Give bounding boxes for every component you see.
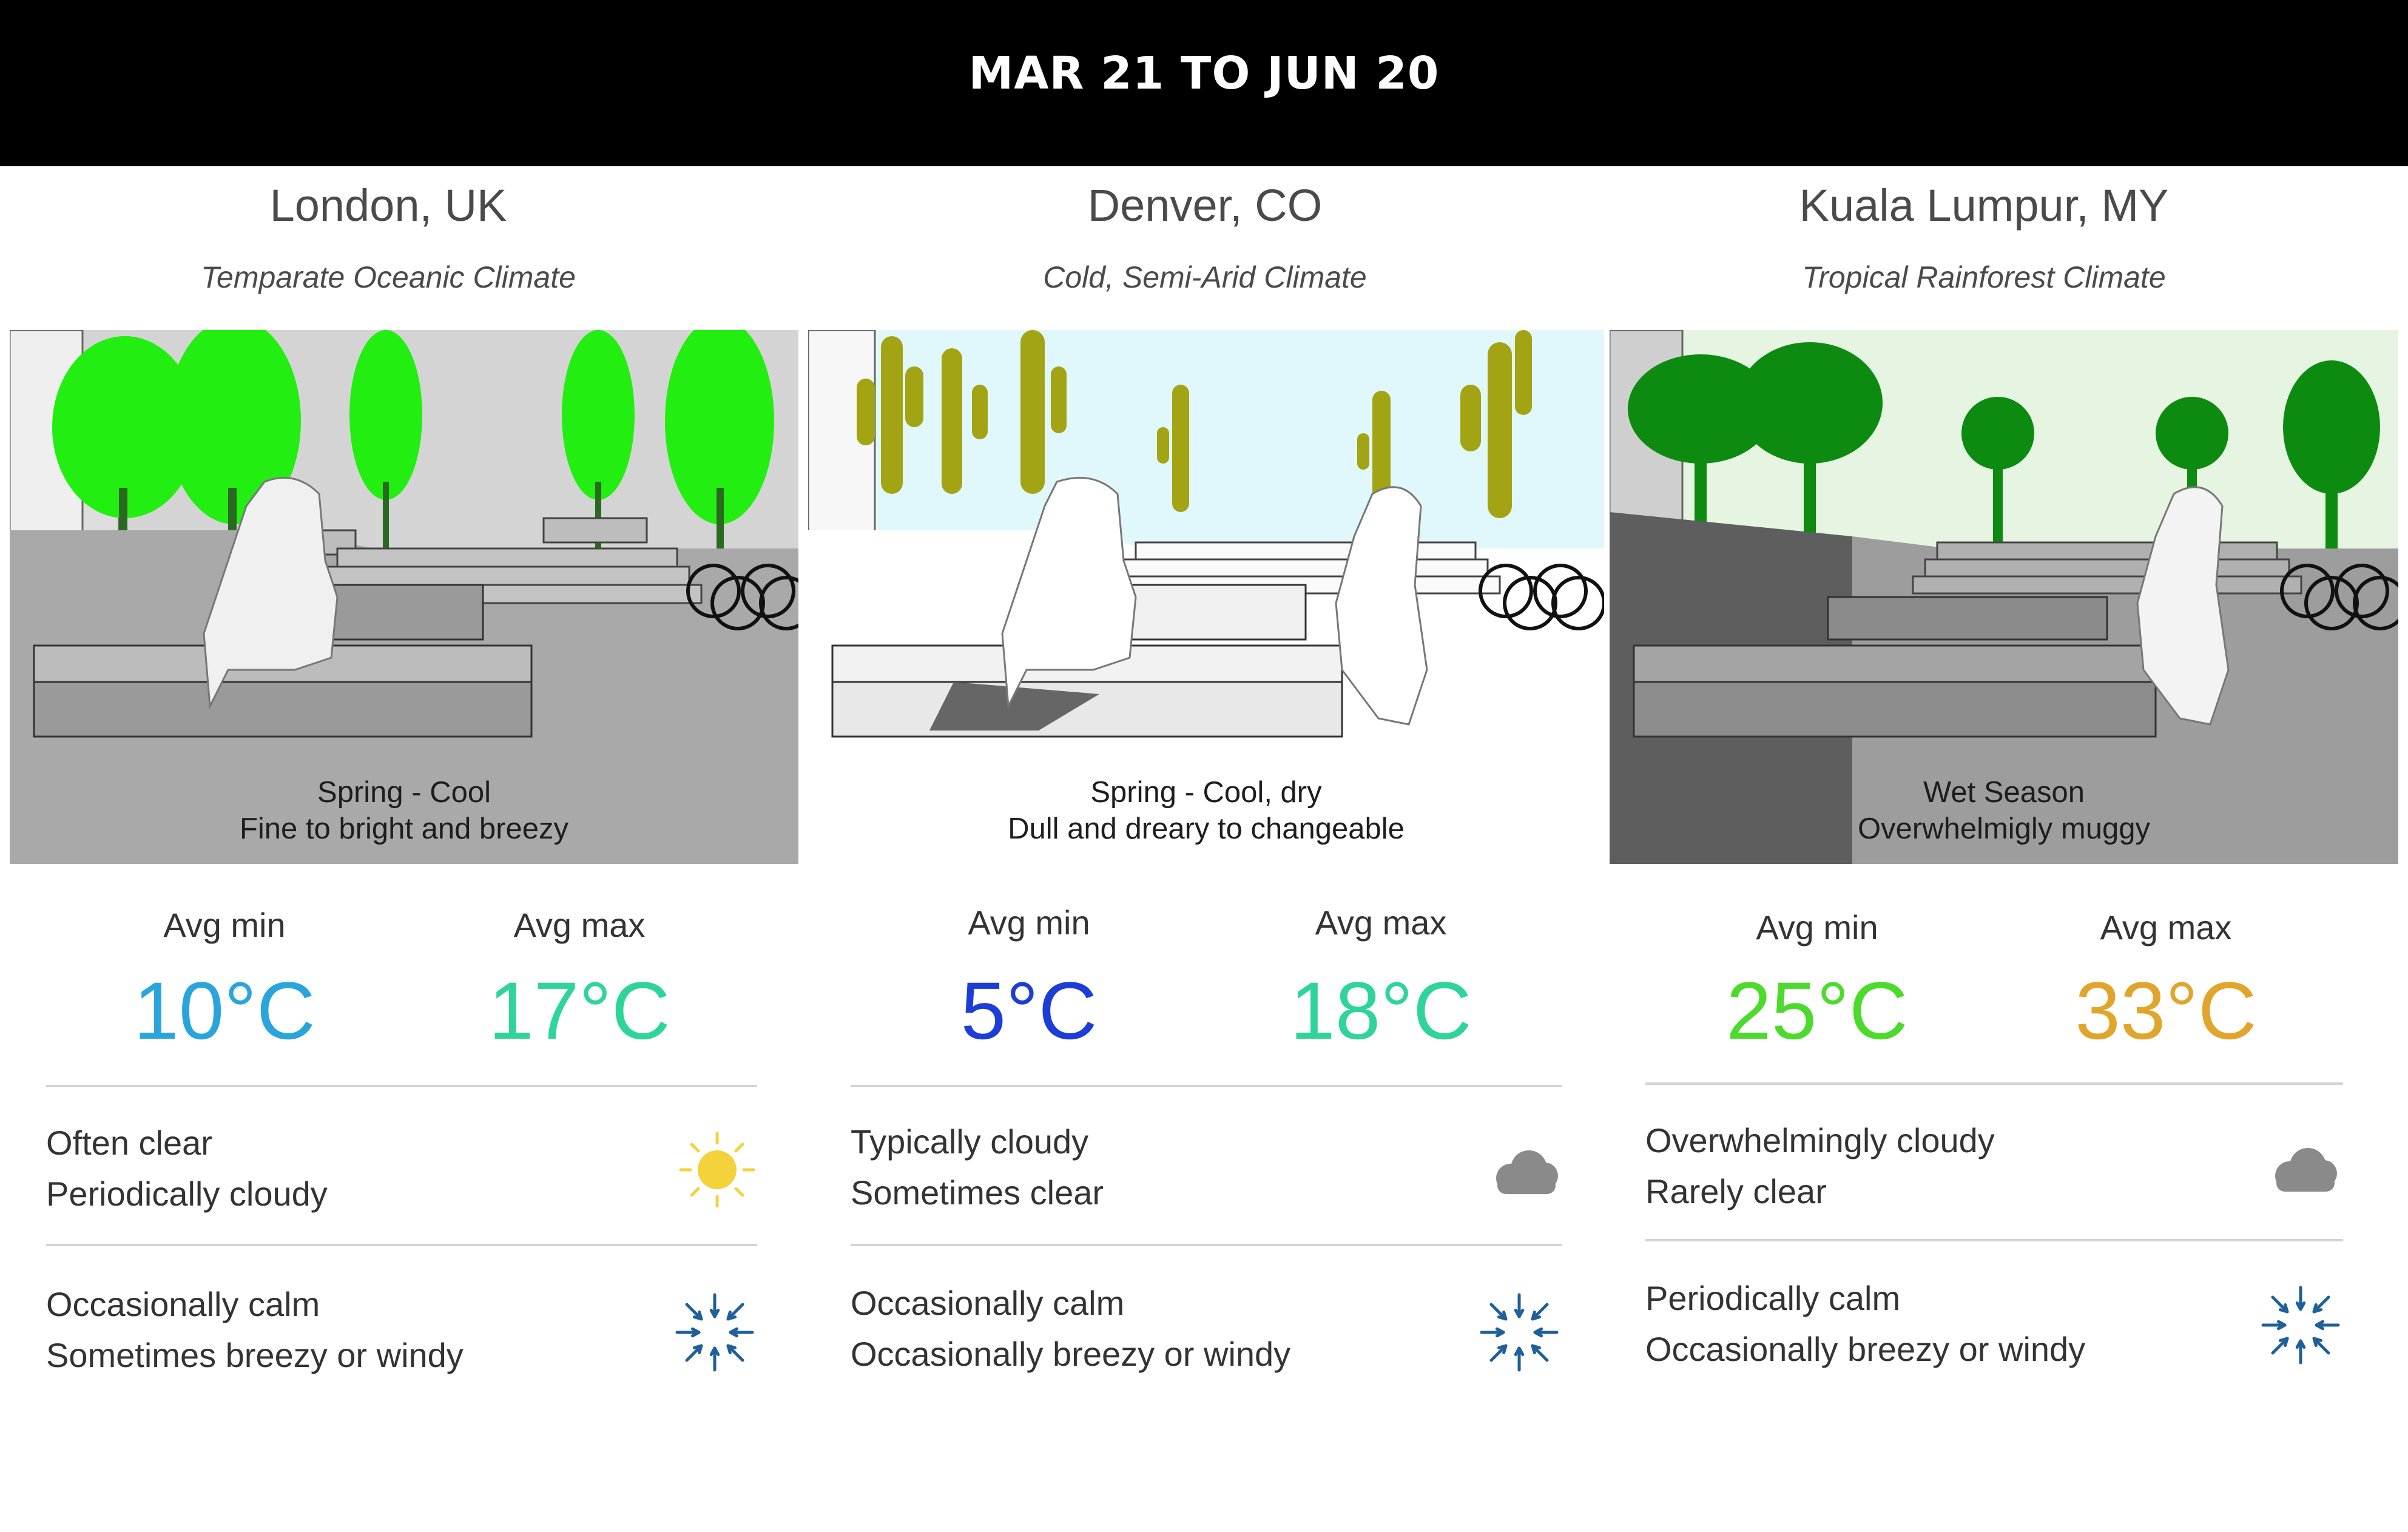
wind-conditions: Occasionally calm Sometimes breezy or wi… <box>46 1279 464 1381</box>
sky-condition-primary: Often clear <box>46 1124 212 1162</box>
sky-condition-primary: Overwhelmingly cloudy <box>1645 1121 1995 1159</box>
plaza-scene <box>808 330 1604 864</box>
avg-min-value: 25°C <box>1726 966 1908 1056</box>
plaza-scene <box>10 330 798 864</box>
divider <box>1645 1239 2343 1241</box>
divider <box>851 1085 1562 1087</box>
climate-type: Temparate Oceanic Climate <box>201 260 576 294</box>
calm-wind-icon <box>2261 1286 2340 1365</box>
page-title: MAR 21 TO JUN 20 <box>968 47 1440 100</box>
divider <box>46 1244 757 1246</box>
season-description: Dull and dreary to changeable <box>1008 812 1405 845</box>
city-column-kuala-lumpur: Kuala Lumpur, MY Tropical Rainforest Cli… <box>1608 166 2408 1532</box>
wind-condition-secondary: Occasionally breezy or windy <box>1645 1330 2086 1368</box>
season-name: Spring - Cool <box>317 776 491 809</box>
plaza-scene <box>1610 330 2398 864</box>
avg-min-label: Avg min <box>163 906 286 944</box>
season-caption: Spring - Cool, dry Dull and dreary to ch… <box>808 774 1604 847</box>
city-name: London, UK <box>269 180 507 231</box>
sky-condition-secondary: Periodically cloudy <box>46 1175 328 1213</box>
cloud-icon <box>2275 1148 2337 1192</box>
sky-conditions: Overwhelmingly cloudy Rarely clear <box>1645 1115 1995 1217</box>
wind-conditions: Periodically calm Occasionally breezy or… <box>1645 1273 2085 1375</box>
calm-wind-icon <box>1480 1293 1559 1372</box>
cloud-icon <box>1496 1150 1558 1194</box>
city-column-london: London, UK Temparate Oceanic Climate <box>0 166 801 1532</box>
season-caption: Wet Season Overwhelmigly muggy <box>1610 774 2398 847</box>
sky-conditions: Often clear Periodically cloudy <box>46 1118 328 1220</box>
scene-illustration: Spring - Cool, dry Dull and dreary to ch… <box>808 330 1604 864</box>
scene-illustration: Wet Season Overwhelmigly muggy <box>1610 330 2398 864</box>
avg-min-value: 10°C <box>133 966 315 1056</box>
avg-min-label: Avg min <box>1756 908 1878 947</box>
sun-icon <box>679 1132 755 1208</box>
season-name: Wet Season <box>1923 776 2085 809</box>
wind-condition-secondary: Occasionally breezy or windy <box>851 1335 1291 1373</box>
sky-conditions: Typically cloudy Sometimes clear <box>851 1116 1104 1218</box>
city-name: Kuala Lumpur, MY <box>1799 180 2169 231</box>
avg-min-label: Avg min <box>968 903 1090 942</box>
season-description: Fine to bright and breezy <box>239 812 569 845</box>
wind-condition-secondary: Sometimes breezy or windy <box>46 1336 464 1374</box>
header-banner: MAR 21 TO JUN 20 <box>0 0 2408 166</box>
wind-condition-primary: Occasionally calm <box>46 1285 320 1323</box>
avg-max-value: 33°C <box>2075 966 2257 1056</box>
sky-condition-primary: Typically cloudy <box>851 1122 1089 1161</box>
wind-condition-primary: Occasionally calm <box>851 1284 1125 1322</box>
avg-max-label: Avg max <box>1315 903 1447 942</box>
sky-condition-secondary: Rarely clear <box>1645 1172 1827 1210</box>
wind-conditions: Occasionally calm Occasionally breezy or… <box>851 1278 1290 1380</box>
divider <box>851 1244 1562 1246</box>
city-column-denver: Denver, CO Cold, Semi-Arid Climate <box>804 166 1605 1532</box>
calm-wind-icon <box>675 1293 754 1372</box>
scene-illustration: Spring - Cool Fine to bright and breezy <box>10 330 798 864</box>
wind-condition-primary: Periodically calm <box>1645 1279 1901 1317</box>
city-name: Denver, CO <box>1087 180 1323 231</box>
avg-min-value: 5°C <box>960 966 1098 1056</box>
season-name: Spring - Cool, dry <box>1090 776 1322 809</box>
divider <box>1645 1082 2343 1085</box>
avg-max-value: 18°C <box>1290 966 1472 1056</box>
sky-condition-secondary: Sometimes clear <box>851 1173 1104 1212</box>
season-caption: Spring - Cool Fine to bright and breezy <box>10 774 798 847</box>
divider <box>46 1085 757 1087</box>
climate-type: Cold, Semi-Arid Climate <box>1043 260 1367 294</box>
avg-max-label: Avg max <box>513 906 646 944</box>
season-description: Overwhelmigly muggy <box>1858 812 2150 845</box>
avg-max-value: 17°C <box>488 966 670 1056</box>
climate-type: Tropical Rainforest Climate <box>1802 260 2166 294</box>
avg-max-label: Avg max <box>2100 908 2232 947</box>
